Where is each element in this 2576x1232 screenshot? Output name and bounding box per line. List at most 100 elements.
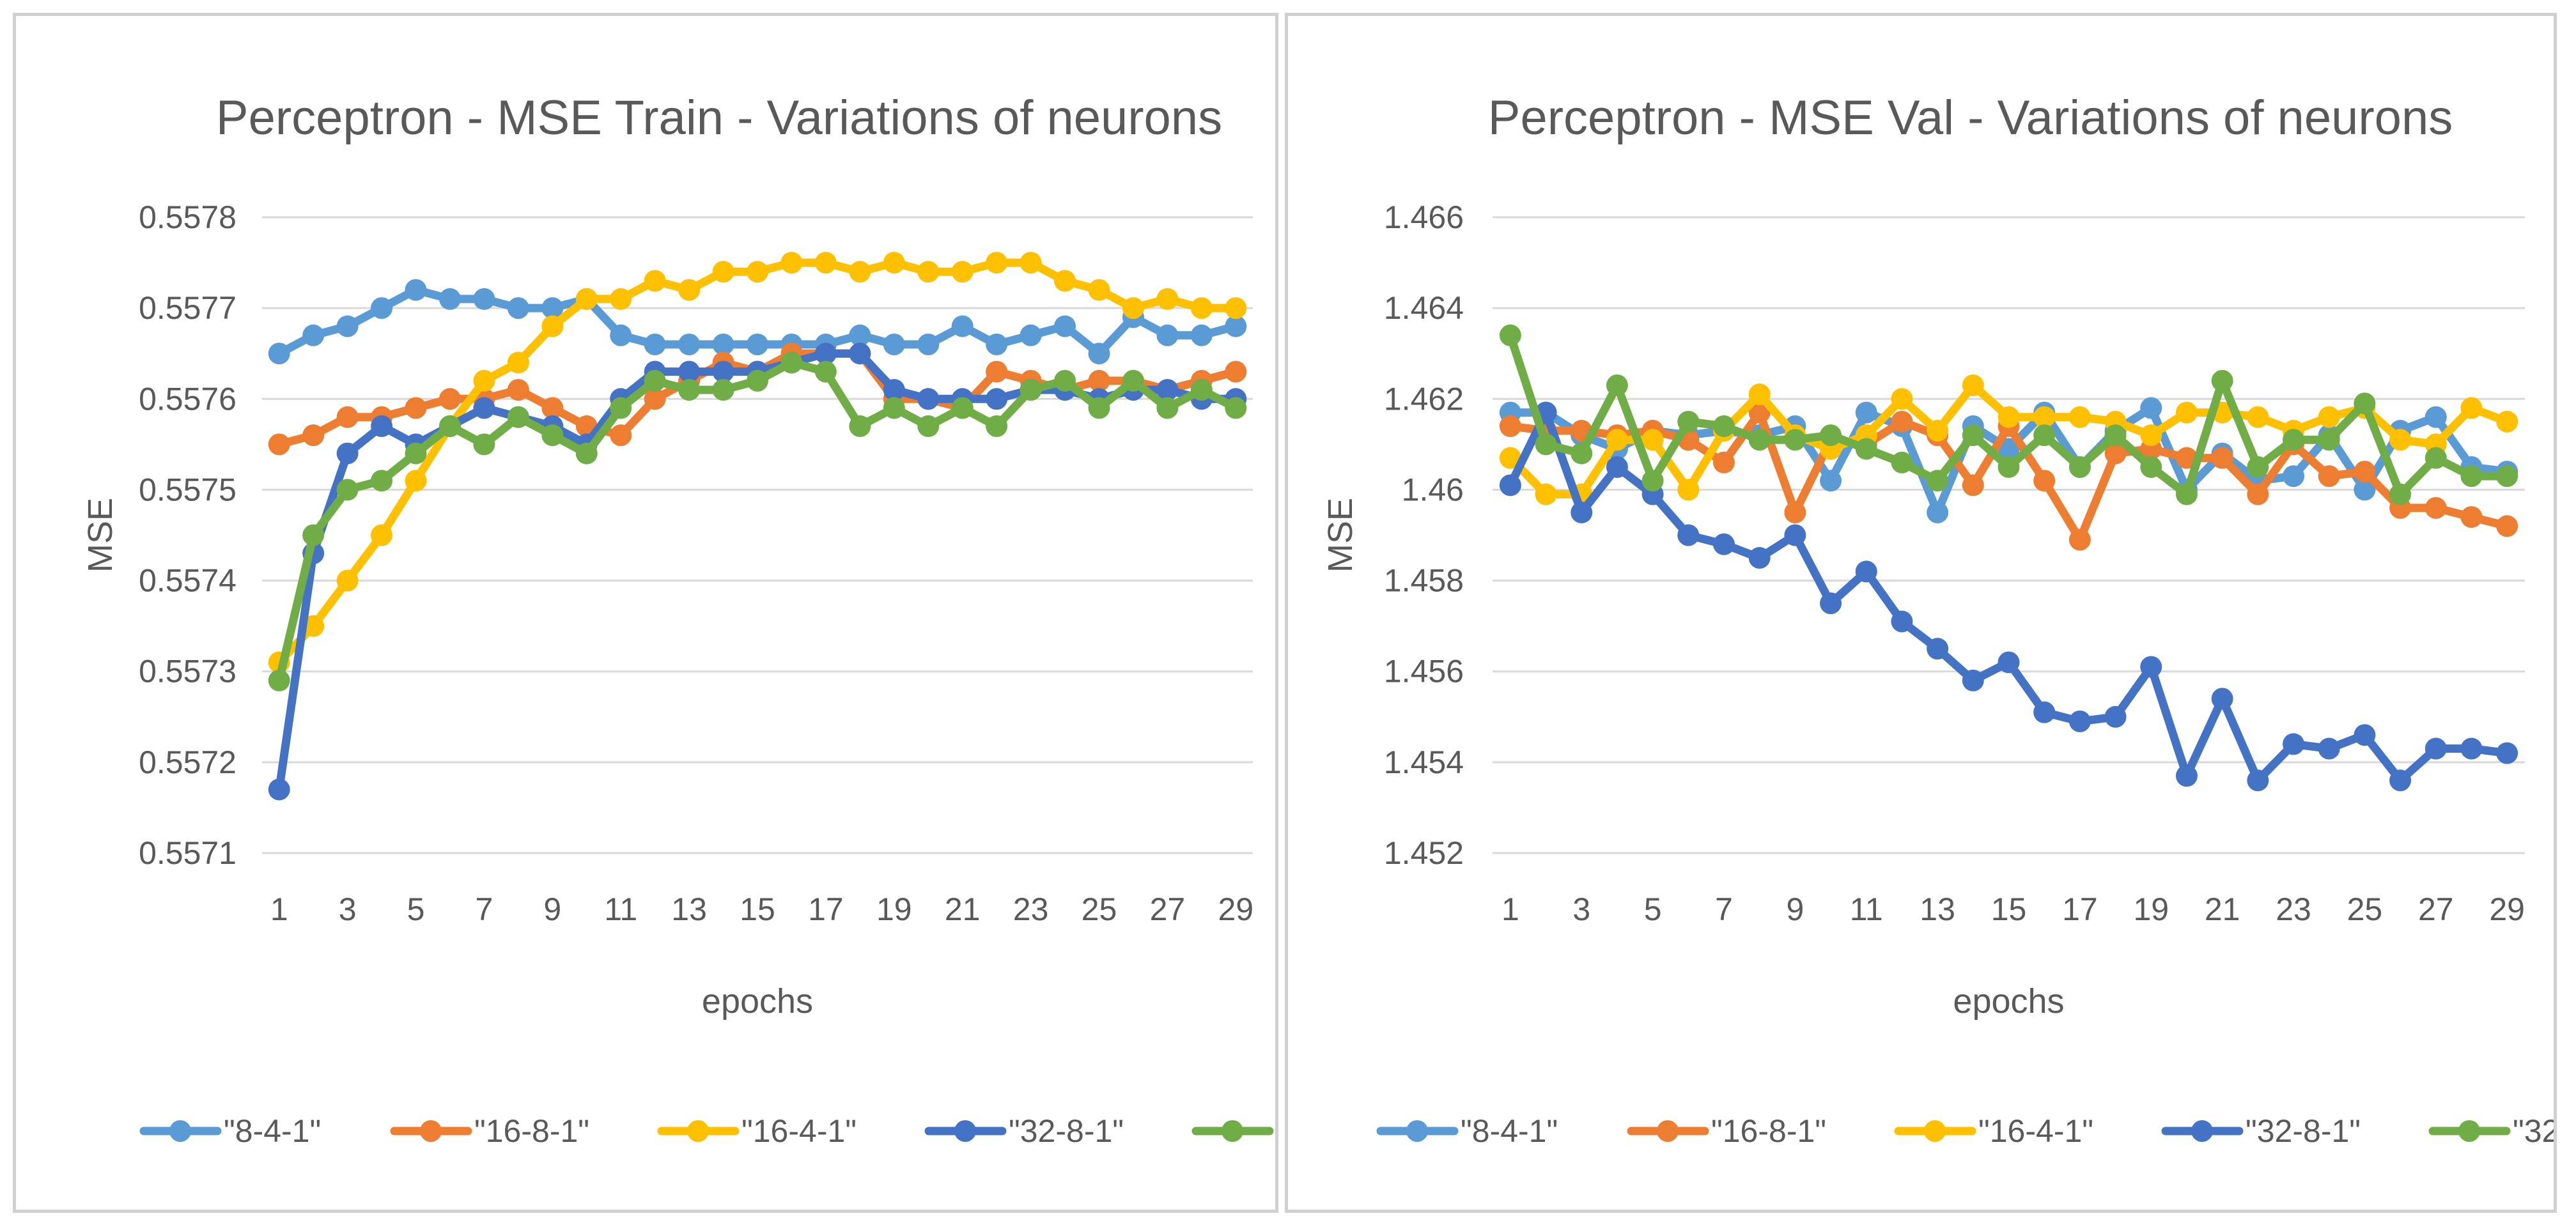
chart1-data-point (610, 397, 632, 419)
chart2-data-point (1927, 638, 1949, 660)
chart2-data-point (2211, 369, 2233, 392)
chart1-data-point (951, 397, 974, 419)
chart2-series-4 (1499, 401, 2518, 792)
chart1-data-point (1156, 288, 1179, 310)
chart1-series-3 (268, 252, 1247, 674)
chart1-data-point (473, 397, 495, 419)
chart1-series-line (275, 258, 1240, 666)
chart2-legend-label: "32-16-1" (2513, 1113, 2554, 1149)
chart1-data-point (268, 669, 290, 691)
chart2-data-point (2068, 710, 2091, 732)
val-mse-chart: Perceptron - MSE Val - Variations of neu… (1321, 91, 2576, 1149)
chart2-data-point (2389, 483, 2412, 505)
chart2-data-point (2389, 429, 2412, 451)
chart2-data-point (1820, 424, 1842, 447)
chart1-data-point (541, 397, 564, 419)
chart1-data-point (610, 424, 632, 447)
chart1-data-point (336, 479, 359, 501)
chart2-x-tick-label: 5 (1644, 891, 1662, 927)
chart1-data-point (1190, 297, 1213, 320)
chart2-legend-item: "16-8-1" (1627, 1113, 1826, 1149)
chart1-x-tick-label: 11 (604, 891, 637, 927)
chart1-data-point (405, 279, 427, 301)
chart1-data-point (268, 778, 290, 801)
chart1-data-point (1225, 397, 1247, 419)
chart2-data-point (2283, 733, 2305, 755)
chart1-x-tick-label: 15 (740, 891, 775, 927)
chart2-y-tick-label: 1.458 (1384, 563, 1464, 599)
chart1-data-point (1088, 343, 1110, 365)
chart2-data-point (2140, 397, 2162, 419)
chart1-data-point (473, 288, 495, 310)
chart2-legend-item: "16-4-1" (1894, 1113, 2093, 1149)
chart1-data-point (883, 334, 905, 355)
chart1-data-point (780, 252, 803, 274)
chart1-data-point (849, 261, 871, 283)
chart1-data-point (438, 415, 461, 437)
chart1-data-point (336, 442, 359, 465)
chart1-legend-label: "16-8-1" (474, 1113, 589, 1149)
chart2-x-tick-label: 1 (1501, 891, 1519, 927)
chart1-data-point (610, 288, 632, 310)
chart2-data-point (2104, 705, 2127, 728)
chart1-data-point (507, 297, 529, 320)
chart2-data-point (1571, 501, 1593, 523)
chart1-y-tick-label: 0.5577 (139, 290, 237, 326)
chart1-data-point (302, 524, 325, 546)
chart2-data-point (1641, 470, 1664, 492)
chart2-x-tick-label: 9 (1786, 891, 1804, 927)
chart2-data-point (1962, 474, 1984, 497)
chart1-data-point (814, 252, 837, 274)
chart1-data-point (371, 297, 393, 320)
chart2-y-tick-label: 1.454 (1384, 744, 1464, 780)
chart2-data-point (2460, 506, 2483, 528)
chart1-data-point (986, 334, 1008, 355)
chart2-data-point (1962, 669, 1984, 691)
chart1-data-point (1156, 324, 1179, 346)
chart2-data-point (2211, 447, 2233, 469)
chart1-data-point (917, 415, 940, 437)
chart1-data-point (849, 343, 871, 365)
chart1-data-point (951, 261, 974, 283)
chart2-series-3 (1499, 374, 2518, 505)
chart1-x-tick-label: 23 (1013, 891, 1049, 927)
chart2-data-point (1677, 524, 1700, 546)
chart2-legend-item: "8-4-1" (1376, 1113, 1558, 1149)
chart2-data-point (2033, 701, 2056, 723)
chart1-series-5 (268, 351, 1247, 691)
chart1-y-tick-label: 0.5572 (139, 744, 237, 780)
chart2-y-tick-label: 1.464 (1384, 290, 1464, 326)
chart1-series-line (275, 349, 1240, 794)
chart2-x-tick-label: 25 (2347, 891, 2383, 927)
chart2-data-point (1499, 324, 1521, 346)
chart1-data-point (268, 433, 290, 456)
chart1-data-point (712, 334, 734, 355)
chart2-data-point (1891, 410, 1913, 433)
chart1-data-point (712, 379, 734, 401)
chart2-legend-label: "8-4-1" (1461, 1113, 1558, 1149)
chart2-y-tick-label: 1.466 (1384, 199, 1464, 235)
chart2-data-point (2247, 769, 2269, 792)
chart2-data-point (1998, 438, 2020, 460)
chart2-data-point (2425, 737, 2447, 760)
chart1-data-point (712, 360, 734, 383)
chart2-data-point (1677, 479, 1700, 501)
chart1-data-point (678, 334, 701, 355)
chart2-data-point (1927, 420, 1949, 442)
chart1-data-point (438, 388, 461, 410)
chart2-data-point (1748, 383, 1771, 406)
train-chart-panel: Perceptron - MSE Train - Variations of n… (13, 13, 1409, 1213)
chart2-data-point (2496, 515, 2518, 537)
chart1-data-point (302, 324, 325, 346)
chart2-data-point (2389, 769, 2412, 792)
chart2-data-point (2033, 406, 2056, 428)
chart2-data-point (1535, 433, 1557, 456)
chart2-legend-marker (1924, 1120, 1946, 1142)
chart2-data-point (1499, 474, 1521, 497)
chart1-data-point (883, 397, 905, 419)
chart2-data-point (1606, 429, 1628, 451)
chart2-data-point (2104, 442, 2127, 465)
chart2-data-point (1891, 451, 1913, 474)
chart2-data-point (2318, 406, 2340, 428)
chart2-data-point (1712, 533, 1735, 555)
